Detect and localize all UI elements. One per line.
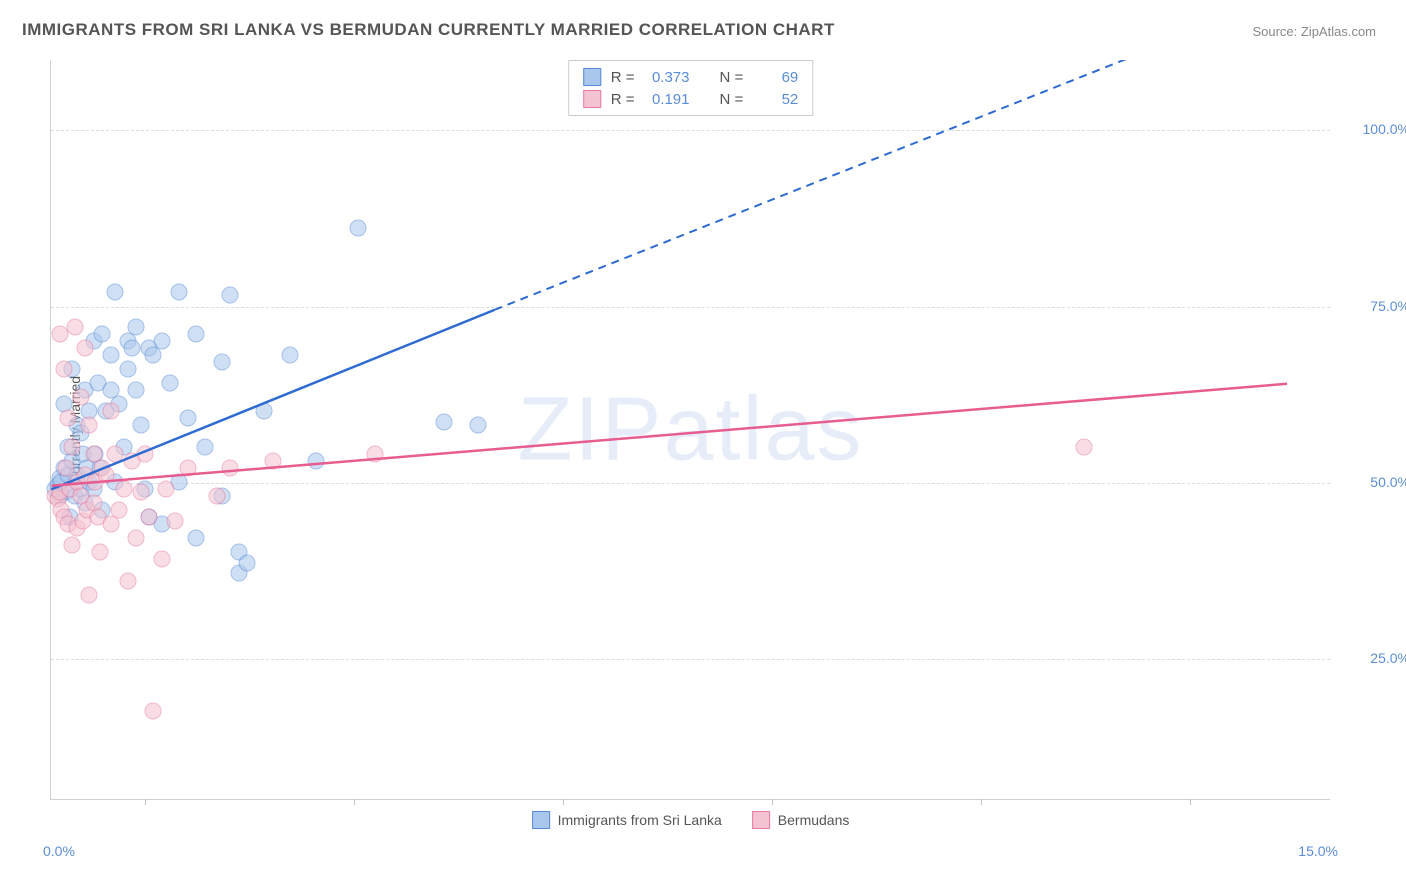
data-point [367,445,384,462]
data-point [55,361,72,378]
data-point [171,283,188,300]
data-point [188,530,205,547]
data-point [128,318,145,335]
data-point [162,375,179,392]
y-tick-label: 50.0% [1340,474,1406,490]
data-point [166,512,183,529]
data-point [435,413,452,430]
data-point [132,484,149,501]
data-point [196,438,213,455]
legend-series: Immigrants from Sri Lanka Bermudans [532,811,850,829]
legend-stats-row-0: R = 0.373 N = 69 [583,66,799,88]
gridline [51,307,1330,308]
stat-value-r-0: 0.373 [645,69,690,86]
data-point [81,417,98,434]
x-tick-mark [981,799,982,805]
legend-item-1: Bermudans [752,811,850,829]
data-point [64,438,81,455]
source-attribution: Source: ZipAtlas.com [1252,24,1376,39]
data-point [179,459,196,476]
data-point [153,332,170,349]
x-tick-mark [354,799,355,805]
data-point [107,283,124,300]
y-tick-label: 75.0% [1340,298,1406,314]
data-point [222,287,239,304]
data-point [307,452,324,469]
data-point [128,530,145,547]
data-point [153,551,170,568]
data-point [256,403,273,420]
x-tick-mark [1190,799,1191,805]
x-tick-mark [145,799,146,805]
data-point [264,452,281,469]
stat-label-r: R = [611,91,635,108]
x-tick-0: 0.0% [43,843,75,859]
data-point [92,544,109,561]
data-point [94,325,111,342]
stat-label-r: R = [611,69,635,86]
y-tick-label: 100.0% [1340,121,1406,137]
y-tick-label: 25.0% [1340,650,1406,666]
swatch-series-1 [752,811,770,829]
legend-stats-row-1: R = 0.191 N = 52 [583,88,799,110]
data-point [239,554,256,571]
data-point [77,339,94,356]
trend-lines [51,60,1330,799]
data-point [136,445,153,462]
gridline [51,659,1330,660]
data-point [81,586,98,603]
data-point [102,347,119,364]
legend-label-1: Bermudans [778,812,850,828]
data-point [213,354,230,371]
gridline [51,130,1330,131]
stat-value-r-1: 0.191 [645,91,690,108]
swatch-series-0 [583,68,601,86]
legend-item-0: Immigrants from Sri Lanka [532,811,722,829]
gridline [51,483,1330,484]
swatch-series-1 [583,90,601,108]
data-point [72,389,89,406]
stat-label-n: N = [720,69,744,86]
data-point [119,572,136,589]
data-point [66,318,83,335]
data-point [179,410,196,427]
data-point [111,502,128,519]
data-point [115,480,132,497]
data-point [107,445,124,462]
data-point [222,459,239,476]
stat-label-n: N = [720,91,744,108]
data-point [64,537,81,554]
stat-value-n-0: 69 [753,69,798,86]
x-tick-mark [772,799,773,805]
x-tick-mark [563,799,564,805]
data-point [102,403,119,420]
watermark: ZIPatlas [517,378,863,481]
data-point [60,410,77,427]
data-point [158,480,175,497]
data-point [141,509,158,526]
data-point [209,487,226,504]
data-point [128,382,145,399]
data-point [350,220,367,237]
data-point [98,466,115,483]
x-tick-1: 15.0% [1298,843,1338,859]
data-point [119,361,136,378]
chart-title: IMMIGRANTS FROM SRI LANKA VS BERMUDAN CU… [22,20,835,40]
stat-value-n-1: 52 [753,91,798,108]
legend-label-0: Immigrants from Sri Lanka [558,812,722,828]
data-point [145,702,162,719]
data-point [188,325,205,342]
data-point [469,417,486,434]
swatch-series-0 [532,811,550,829]
data-point [1075,438,1092,455]
legend-stats: R = 0.373 N = 69 R = 0.191 N = 52 [568,60,814,116]
data-point [124,339,141,356]
data-point [132,417,149,434]
data-point [281,347,298,364]
plot-area: ZIPatlas Currently Married 25.0%50.0%75.… [50,60,1330,800]
